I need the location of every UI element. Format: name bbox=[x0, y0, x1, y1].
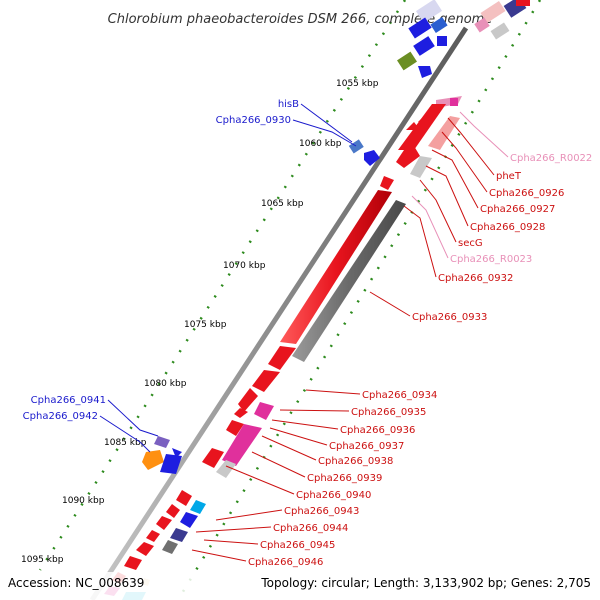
gene-feature[interactable] bbox=[413, 36, 435, 56]
scale-label: 1080 kbp bbox=[144, 379, 187, 389]
gene-feature[interactable] bbox=[190, 500, 206, 514]
gene-cluster-1085 bbox=[142, 388, 274, 478]
gene-feature[interactable] bbox=[222, 424, 262, 466]
gene-feature[interactable] bbox=[516, 0, 530, 6]
gene-feature[interactable] bbox=[348, 139, 364, 154]
gene-feature[interactable] bbox=[398, 104, 446, 150]
gene-label-0944[interactable]: Cpha266_0944 bbox=[273, 523, 348, 534]
genome-summary-text: Topology: circular; Length: 3,133,902 bp… bbox=[260, 576, 591, 590]
gene-feature[interactable] bbox=[364, 150, 380, 166]
gene-feature[interactable] bbox=[397, 51, 417, 71]
gene-feature[interactable] bbox=[226, 420, 244, 436]
gene-label-0933[interactable]: Cpha266_0933 bbox=[412, 312, 487, 323]
gene-feature[interactable] bbox=[252, 370, 280, 392]
gene-feature[interactable] bbox=[216, 460, 236, 478]
gene-feature[interactable] bbox=[450, 98, 458, 106]
gene-feature[interactable] bbox=[430, 16, 448, 34]
gene-feature[interactable] bbox=[166, 504, 180, 518]
gene-label-0926[interactable]: Cpha266_0926 bbox=[489, 188, 564, 199]
gene-feature[interactable] bbox=[124, 556, 142, 570]
gene-feature[interactable] bbox=[238, 388, 258, 412]
gene-feature[interactable] bbox=[418, 66, 432, 78]
gene-label-0945[interactable]: Cpha266_0945 bbox=[260, 540, 335, 551]
gene-feature[interactable] bbox=[474, 17, 490, 33]
left-gene-labels: hisB Cpha266_0930 Cpha266_0941 Cpha266_0… bbox=[23, 99, 299, 422]
gene-label-0937[interactable]: Cpha266_0937 bbox=[329, 441, 404, 452]
gene-0932[interactable] bbox=[280, 190, 392, 344]
scale-label: 1075 kbp bbox=[184, 320, 227, 330]
gene-label-0936[interactable]: Cpha266_0936 bbox=[340, 425, 415, 436]
left-leaders bbox=[99, 103, 357, 453]
gene-label-0927[interactable]: Cpha266_0927 bbox=[480, 204, 555, 215]
gene-feature[interactable] bbox=[154, 436, 170, 448]
gene-label-0941[interactable]: Cpha266_0941 bbox=[31, 395, 106, 406]
gene-feature[interactable] bbox=[176, 490, 192, 506]
gene-feature[interactable] bbox=[490, 22, 510, 40]
gene-label-0946[interactable]: Cpha266_0946 bbox=[248, 557, 323, 568]
gene-label-hisb[interactable]: hisB bbox=[278, 99, 299, 110]
gene-feature[interactable] bbox=[415, 0, 443, 23]
gene-feature[interactable] bbox=[408, 17, 432, 39]
gene-label-r0022[interactable]: Cpha266_R0022 bbox=[510, 153, 592, 164]
gene-label-0932[interactable]: Cpha266_0932 bbox=[438, 273, 513, 284]
gene-feature[interactable] bbox=[180, 512, 198, 528]
gene-label-0940[interactable]: Cpha266_0940 bbox=[296, 490, 371, 501]
gene-feature[interactable] bbox=[156, 516, 172, 530]
gene-0933[interactable] bbox=[292, 200, 406, 362]
gene-feature[interactable] bbox=[142, 450, 164, 470]
gene-label-0935[interactable]: Cpha266_0935 bbox=[351, 407, 426, 418]
scale-label: 1060 kbp bbox=[299, 139, 342, 149]
gene-label-0943[interactable]: Cpha266_0943 bbox=[284, 506, 359, 517]
gene-label-0942[interactable]: Cpha266_0942 bbox=[23, 411, 98, 422]
gene-cluster-top bbox=[397, 0, 530, 78]
gene-feature[interactable] bbox=[406, 122, 420, 130]
map-title: Chlorobium phaeobacteroides DSM 266, com… bbox=[108, 12, 493, 27]
gene-feature[interactable] bbox=[428, 116, 460, 150]
gene-feature[interactable] bbox=[410, 156, 432, 178]
scale-label: 1085 kbp bbox=[104, 438, 147, 448]
gene-feature[interactable] bbox=[162, 540, 178, 554]
gene-label-secg[interactable]: secG bbox=[458, 238, 483, 249]
scale-label: 1055 kbp bbox=[336, 79, 379, 89]
gene-cluster-0932 bbox=[252, 190, 406, 392]
gene-feature[interactable] bbox=[136, 542, 154, 556]
genome-backbone bbox=[89, 26, 469, 600]
gene-feature[interactable] bbox=[234, 408, 248, 418]
scale-track-left bbox=[38, 0, 407, 571]
gene-feature[interactable] bbox=[268, 346, 296, 370]
right-leaders bbox=[191, 111, 509, 562]
scale-label: 1070 kbp bbox=[223, 261, 266, 271]
gene-feature[interactable] bbox=[396, 146, 420, 168]
gene-label-r0023[interactable]: Cpha266_R0023 bbox=[450, 254, 532, 265]
gene-label-0939[interactable]: Cpha266_0939 bbox=[307, 473, 382, 484]
gene-label-0938[interactable]: Cpha266_0938 bbox=[318, 456, 393, 467]
gene-feature[interactable] bbox=[170, 528, 188, 542]
gene-cluster-1060 bbox=[348, 96, 462, 190]
gene-label-0934[interactable]: Cpha266_0934 bbox=[362, 390, 437, 401]
gene-feature[interactable] bbox=[146, 530, 160, 542]
scale-label: 1090 kbp bbox=[62, 496, 105, 506]
gene-feature[interactable] bbox=[437, 36, 447, 46]
gene-label-0928[interactable]: Cpha266_0928 bbox=[470, 222, 545, 233]
gene-feature[interactable] bbox=[202, 448, 224, 468]
scale-labels: 1055 kbp 1060 kbp 1065 kbp 1070 kbp 1075… bbox=[21, 79, 379, 565]
gene-label-0930[interactable]: Cpha266_0930 bbox=[216, 115, 291, 126]
gene-feature[interactable] bbox=[418, 114, 430, 124]
scale-label: 1095 kbp bbox=[21, 555, 64, 565]
gene-feature[interactable] bbox=[380, 176, 394, 190]
gene-feature[interactable] bbox=[172, 448, 182, 458]
scale-label: 1065 kbp bbox=[261, 199, 304, 209]
gene-label-phet[interactable]: pheT bbox=[496, 171, 522, 182]
gene-feature[interactable] bbox=[160, 454, 182, 474]
right-gene-labels: Cpha266_R0022 pheT Cpha266_0926 Cpha266_… bbox=[248, 153, 592, 568]
accession-text: Accession: NC_008639 bbox=[8, 576, 144, 590]
gene-feature[interactable] bbox=[480, 0, 506, 24]
footer-band bbox=[0, 572, 600, 600]
gene-feature[interactable] bbox=[254, 402, 274, 420]
